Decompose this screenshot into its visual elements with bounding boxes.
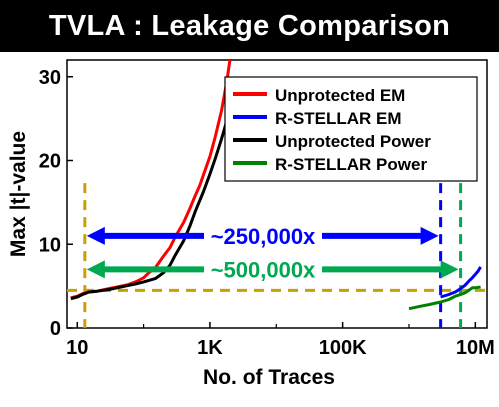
legend-label: R-STELLAR Power bbox=[275, 155, 427, 174]
chart-title: TVLA : Leakage Comparison bbox=[48, 9, 451, 42]
x-tick-label: 10 bbox=[66, 337, 88, 359]
annotation-label: ~250,000x bbox=[211, 224, 316, 249]
x-tick-label: 100K bbox=[319, 337, 367, 359]
legend-label: Unprotected EM bbox=[275, 86, 405, 105]
title-bar: TVLA : Leakage Comparison bbox=[0, 0, 499, 52]
annotation-arrowhead-right bbox=[440, 260, 459, 279]
axes-frame bbox=[66, 59, 488, 329]
annotation-label: ~500,000x bbox=[211, 257, 316, 282]
annotation-arrowhead-right bbox=[420, 226, 439, 245]
series-line-unprotected-power bbox=[70, 105, 232, 301]
y-tick-label: 10 bbox=[39, 234, 61, 256]
y-tick-label: 20 bbox=[39, 151, 61, 173]
series-line-r-stellar-em bbox=[440, 266, 482, 299]
x-axis-label: No. of Traces bbox=[203, 366, 335, 389]
annotation-label-bg bbox=[204, 222, 322, 249]
legend-label: Unprotected Power bbox=[275, 132, 431, 151]
annotation-label-bg bbox=[204, 256, 322, 283]
y-axis-label: Max |t|-value bbox=[7, 131, 30, 257]
y-tick-label: 30 bbox=[39, 67, 61, 89]
series-line-r-stellar-power bbox=[408, 285, 481, 311]
x-tick-label: 10M bbox=[456, 337, 495, 359]
annotation-arrowhead-left bbox=[86, 260, 105, 279]
y-tick-label: 0 bbox=[50, 318, 61, 340]
x-tick-label: 1K bbox=[197, 337, 223, 359]
data-layer: ~250,000x ~500,000x bbox=[67, 60, 487, 328]
annotation-arrowhead-left bbox=[86, 226, 105, 245]
legend-label: R-STELLAR EM bbox=[275, 109, 402, 128]
